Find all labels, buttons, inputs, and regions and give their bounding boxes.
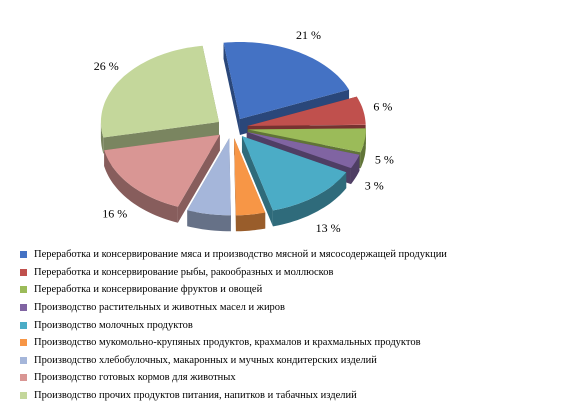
- legend-item: Производство молочных продуктов: [20, 316, 560, 334]
- legend-label: Производство прочих продуктов питания, н…: [34, 390, 357, 402]
- pie-slice-wall: [241, 136, 273, 227]
- pie-slice: [100, 45, 219, 154]
- legend-swatch: [20, 251, 27, 259]
- legend-label: Переработка и консервирование рыбы, рако…: [34, 266, 334, 278]
- pie-slice-wall: [103, 122, 219, 154]
- legend-item: Переработка и консервирование фруктов и …: [20, 281, 560, 299]
- pie-slice-top: [100, 45, 219, 138]
- legend-swatch: [20, 286, 27, 294]
- pie-slice-top: [247, 128, 366, 153]
- pie-slice-side: [360, 129, 366, 169]
- data-label: 4 %: [244, 243, 263, 245]
- chart-legend: Переработка и консервирование мяса и про…: [20, 246, 560, 404]
- pie-slice-top: [104, 134, 220, 207]
- pie-slice-side: [235, 212, 266, 232]
- pie-slice: [104, 134, 220, 223]
- data-label: 13 %: [316, 221, 341, 235]
- pie-slice-side: [351, 154, 360, 185]
- legend-item: Производство растительных и животных мас…: [20, 299, 560, 317]
- pie-slice-top: [223, 42, 349, 119]
- legend-swatch: [20, 374, 27, 382]
- legend-swatch: [20, 304, 27, 312]
- pie-chart: 21 % 6 % 5 % 3 % 13 % 4 % 6 % 16 % 26 %: [94, 28, 394, 245]
- legend-swatch: [20, 356, 27, 364]
- legend-swatch: [20, 321, 27, 329]
- data-label: 5 %: [375, 152, 394, 166]
- data-label: 26 %: [94, 59, 119, 73]
- pie-slice-wall: [177, 134, 220, 223]
- pie-slice-top: [246, 131, 360, 169]
- data-label: 3 %: [365, 178, 384, 192]
- legend-label: Производство растительных и животных мас…: [34, 302, 286, 314]
- pie-slice-side: [104, 150, 178, 223]
- legend-label: Производство хлебобулочных, макаронных и…: [34, 354, 377, 366]
- legend-item: Производство готовых кормов для животных: [20, 369, 560, 387]
- legend-item: Производство хлебобулочных, макаронных и…: [20, 352, 560, 370]
- pie-slice-wall: [223, 42, 240, 135]
- legend-swatch: [20, 268, 27, 276]
- pie-slice-wall: [234, 138, 236, 232]
- legend-swatch: [20, 392, 27, 400]
- pie-slice-side: [100, 122, 104, 154]
- legend-item: Производство мукомольно-крупяных продукт…: [20, 334, 560, 352]
- data-label: 6 %: [373, 99, 392, 113]
- data-label: 21 %: [296, 28, 321, 42]
- legend-item: Переработка и консервирование рыбы, рако…: [20, 264, 560, 282]
- pie-slice-top: [187, 138, 231, 216]
- pie-slice-top: [241, 136, 347, 211]
- legend-label: Переработка и консервирование мяса и про…: [34, 249, 447, 261]
- legend-label: Производство молочных продуктов: [34, 319, 193, 331]
- legend-label: Переработка и консервирование фруктов и …: [34, 284, 263, 296]
- legend-label: Производство мукомольно-крупяных продукт…: [34, 337, 421, 349]
- data-label: 16 %: [102, 207, 127, 221]
- legend-item: Производство прочих продуктов питания, н…: [20, 387, 560, 404]
- pie-slice-side: [187, 210, 231, 232]
- pie-slice: [187, 138, 231, 232]
- pie-slice-top: [234, 138, 266, 216]
- pie-slice: [241, 136, 347, 227]
- legend-swatch: [20, 339, 27, 347]
- legend-label: Производство готовых кормов для животных: [34, 372, 236, 384]
- legend-item: Переработка и консервирование мяса и про…: [20, 246, 560, 264]
- pie-slice-top: [247, 96, 366, 126]
- pie-slice-side: [272, 172, 347, 227]
- data-label: 6 %: [196, 243, 215, 245]
- pie-slice: [234, 138, 266, 232]
